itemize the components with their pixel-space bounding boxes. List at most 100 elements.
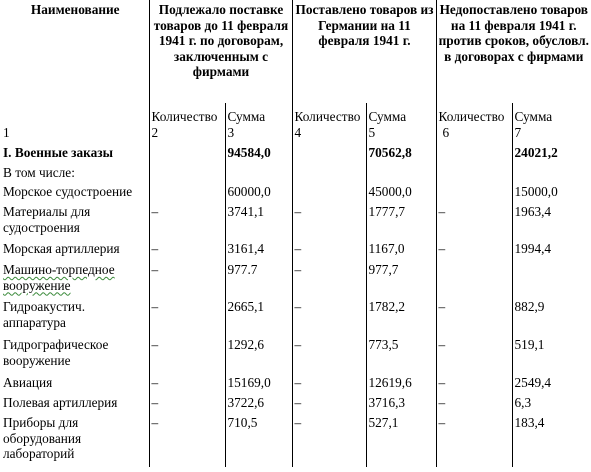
- row-qty-delivered: –: [292, 337, 367, 375]
- row-sum-planned: 1292,6: [225, 337, 293, 375]
- subheader-sum-2: Сумма: [366, 103, 437, 125]
- row-sum-delivered: 3716,3: [366, 395, 437, 415]
- row-qty-planned: –: [149, 375, 226, 395]
- column-number: 4: [292, 125, 367, 145]
- row-qty-planned: –: [149, 299, 226, 337]
- table-row: Авиация – 15169,0 – 12619,6 – 2549,4: [1, 375, 590, 395]
- row-qty-delivered: [292, 145, 367, 165]
- row-qty-undelivered: [436, 165, 513, 184]
- row-sum-delivered: 45000,0: [366, 184, 437, 204]
- subheader-row: Количество Сумма Количество Сумма Количе…: [1, 103, 590, 125]
- header-name: Наименование: [1, 0, 150, 103]
- subheader-empty: [1, 103, 150, 125]
- row-qty-undelivered: [436, 184, 513, 204]
- header-to-be-delivered: Подлежало поставке товаров до 11 февраля…: [149, 0, 293, 103]
- table-row: Машино-торпедное вооружение – 977.7 – 97…: [1, 262, 590, 299]
- row-qty-delivered: –: [292, 395, 367, 415]
- row-qty-planned: –: [149, 415, 226, 467]
- row-qty-delivered: [292, 165, 367, 184]
- row-name: I. Военные заказы: [1, 145, 150, 165]
- row-qty-undelivered: –: [436, 337, 513, 375]
- row-qty-planned: –: [149, 241, 226, 262]
- row-qty-planned: –: [149, 337, 226, 375]
- column-number: 2: [149, 125, 226, 145]
- table-row: Морское судостроение 60000,0 45000,0 150…: [1, 184, 590, 204]
- row-sum-planned: 2665,1: [225, 299, 293, 337]
- row-qty-planned: [149, 145, 226, 165]
- table-row: В том числе:: [1, 165, 590, 184]
- row-sum-delivered: 773,5: [366, 337, 437, 375]
- row-qty-delivered: –: [292, 262, 367, 299]
- row-sum-delivered: 1777,7: [366, 204, 437, 241]
- table-row: Материалы для судостроения – 3741,1 – 17…: [1, 204, 590, 241]
- column-number: 1: [1, 125, 150, 145]
- column-number: 6: [436, 125, 513, 145]
- header-undelivered: Недопоставлено товаров на 11 февраля 194…: [438, 2, 589, 64]
- row-qty-delivered: [292, 184, 367, 204]
- row-sum-undelivered: 183,4: [514, 415, 545, 430]
- row-qty-delivered: –: [292, 375, 367, 395]
- row-sum-undelivered: 2549,4: [514, 375, 552, 390]
- column-number: 5: [366, 125, 437, 145]
- row-name: Полевая артиллерия: [1, 395, 150, 415]
- row-sum-delivered: [366, 165, 437, 184]
- row-qty-planned: [149, 184, 226, 204]
- table-row: Морская артиллерия – 3161,4 – 1167,0 – 1…: [1, 241, 590, 262]
- row-qty-undelivered: [436, 262, 513, 299]
- row-name: Морская артиллерия: [1, 241, 150, 262]
- row-sum-planned: 3722,6: [225, 395, 293, 415]
- row-sum-undelivered: 882,9: [514, 299, 545, 314]
- row-sum-undelivered: 519,1: [514, 337, 545, 352]
- row-sum-undelivered: [512, 165, 590, 184]
- table-row: Полевая артиллерия – 3722,6 – 3716,3 – 6…: [1, 395, 590, 415]
- row-sum-planned: 94584,0: [225, 145, 293, 165]
- row-qty-planned: [149, 165, 226, 184]
- row-sum-delivered: 1167,0: [366, 241, 437, 262]
- row-sum-planned: 710,5: [225, 415, 293, 467]
- row-sum-planned: 60000,0: [225, 184, 293, 204]
- row-qty-undelivered: –: [436, 375, 513, 395]
- column-number: 7: [514, 125, 522, 140]
- row-name: Машино-торпедное вооружение: [1, 262, 150, 299]
- row-name-text: Машино-торпедное вооружение: [3, 262, 115, 293]
- row-sum-undelivered: [512, 262, 590, 299]
- header-delivered: Поставлено товаров из Германии на 11 фев…: [292, 0, 437, 103]
- row-sum-planned: 977.7: [225, 262, 293, 299]
- row-sum-planned: 3161,4: [225, 241, 293, 262]
- row-qty-planned: –: [149, 204, 226, 241]
- subheader-sum-1: Сумма: [225, 103, 293, 125]
- row-qty-undelivered: –: [436, 395, 513, 415]
- subheader-qty-3: Количество: [436, 103, 513, 125]
- row-qty-planned: –: [149, 395, 226, 415]
- row-qty-undelivered: –: [436, 204, 513, 241]
- subheader-qty-2: Количество: [292, 103, 367, 125]
- row-qty-delivered: –: [292, 299, 367, 337]
- row-qty-delivered: –: [292, 415, 367, 467]
- subheader-qty-1: Количество: [149, 103, 226, 125]
- table-row: Приборы для оборудования лабораторий – 7…: [1, 415, 590, 467]
- row-qty-undelivered: –: [436, 241, 513, 262]
- table-row: Гидрографическое вооружение – 1292,6 – 7…: [1, 337, 590, 375]
- row-sum-delivered: 1782,2: [366, 299, 437, 337]
- row-name: Гидрографическое вооружение: [1, 337, 150, 375]
- row-qty-delivered: –: [292, 241, 367, 262]
- row-qty-undelivered: –: [436, 299, 513, 337]
- row-sum-undelivered: 6,3: [514, 395, 532, 410]
- row-sum-undelivered: 1963,4: [514, 204, 552, 219]
- subheader-sum-3: Сумма: [514, 109, 553, 125]
- row-name: В том числе:: [1, 165, 150, 184]
- row-sum-planned: 15169,0: [225, 375, 293, 395]
- row-sum-delivered: 70562,8: [366, 145, 437, 165]
- row-name: Приборы для оборудования лабораторий: [1, 415, 150, 467]
- row-name: Гидроакустич. аппаратура: [1, 299, 150, 337]
- row-sum-delivered: 12619,6: [366, 375, 437, 395]
- table-row: Гидроакустич. аппаратура – 2665,1 – 1782…: [1, 299, 590, 337]
- row-qty-planned: –: [149, 262, 226, 299]
- row-sum-undelivered: 15000,0: [514, 184, 558, 199]
- header-row: Наименование Подлежало поставке товаров …: [1, 0, 590, 103]
- row-name: Материалы для судостроения: [1, 204, 150, 241]
- row-name: Авиация: [1, 375, 150, 395]
- column-number: 3: [225, 125, 293, 145]
- row-qty-undelivered: [436, 145, 513, 165]
